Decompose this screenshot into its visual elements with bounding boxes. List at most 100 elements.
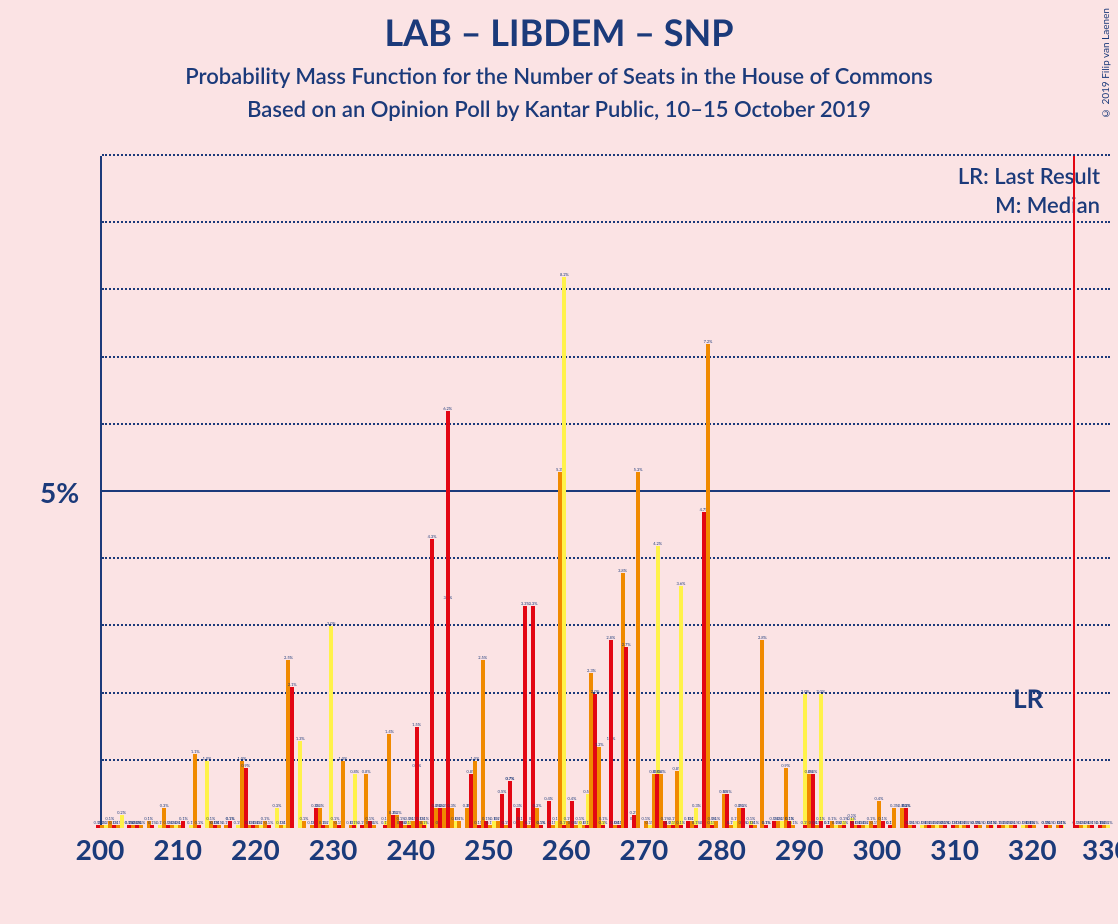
bar-value-label: 0.3% xyxy=(447,803,456,808)
bar-value-label: 2.3% xyxy=(587,668,596,673)
x-tick-label: 320 xyxy=(1008,832,1057,866)
bar-value-label: 1.3% xyxy=(296,736,305,741)
bar-value-label: 0.1% xyxy=(370,820,379,825)
x-tick-label: 260 xyxy=(542,832,591,866)
x-tick-label: 220 xyxy=(231,832,280,866)
subtitle-2: Based on an Opinion Poll by Kantar Publi… xyxy=(0,95,1118,122)
bar-value-label: 3.0% xyxy=(327,621,336,626)
bar: 0.1% xyxy=(881,821,885,828)
bar-value-label: 0.1% xyxy=(711,816,720,821)
copyright-text: © 2019 Filip van Laenen xyxy=(1100,8,1112,119)
bar-value-label: 2.0% xyxy=(591,689,600,694)
bar-value-label: 6.2% xyxy=(443,406,452,411)
x-tick-label: 290 xyxy=(775,832,824,866)
bar-value-label: 2.1% xyxy=(288,682,297,687)
bar: 4.3% xyxy=(430,539,434,828)
bar-value-label: 0.1% xyxy=(750,820,759,825)
bar: 0.1% xyxy=(714,821,718,828)
bar-value-label: 1.4% xyxy=(385,729,394,734)
last-result-line xyxy=(1073,156,1075,828)
x-tick-label: 250 xyxy=(464,832,513,866)
bar: 0.1% xyxy=(302,821,306,828)
bar-value-label: 0.5% xyxy=(498,789,507,794)
chart-area: 5% LR: Last Result M: Median 0.1%0.1%0.1… xyxy=(40,156,1110,868)
bar: 3.6% xyxy=(679,586,683,828)
bar: 2.1% xyxy=(290,687,294,828)
legend-lr: LR: Last Result xyxy=(958,162,1100,189)
grid-line xyxy=(102,288,1110,290)
bar-value-label: 0.3% xyxy=(160,803,169,808)
bar: 6.2% xyxy=(446,411,450,828)
bar-value-label: 1.0% xyxy=(237,756,246,761)
bar: 0.2% xyxy=(120,815,124,828)
bar: 1.0% xyxy=(341,761,345,828)
bar: 1.0% xyxy=(473,761,477,828)
bar-value-label: 1.2% xyxy=(595,742,604,747)
bar: 3.3% xyxy=(531,606,535,828)
bar: 5.3% xyxy=(636,472,640,828)
bar: 2.8% xyxy=(760,640,764,828)
bar: 2.5% xyxy=(481,660,485,828)
x-axis-ticks: 2002102202302402502602702802903003103203… xyxy=(100,828,1110,868)
bar-value-label: 1.0% xyxy=(338,756,347,761)
bar-value-label: 3.3% xyxy=(529,601,538,606)
bar: 0.7% xyxy=(508,781,512,828)
chart-root: © 2019 Filip van Laenen LAB – LIBDEM – S… xyxy=(0,0,1118,924)
bar: 8.2% xyxy=(562,277,566,828)
bar-value-label: 5.3% xyxy=(634,467,643,472)
bar: 0.3% xyxy=(741,808,745,828)
bar-value-label: 2.0% xyxy=(816,689,825,694)
bar: 3.3% xyxy=(523,606,527,828)
bar: 7.2% xyxy=(706,344,710,828)
bar-value-label: 0.1% xyxy=(1030,820,1039,825)
grid-line xyxy=(102,759,1110,761)
bar-value-label: 0.1% xyxy=(420,820,429,825)
bar-value-label: 3.6% xyxy=(677,581,686,586)
titles-block: LAB – LIBDEM – SNP Probability Mass Func… xyxy=(0,0,1118,122)
bar-value-label: 3.8% xyxy=(618,568,627,573)
legend: LR: Last Result M: Median xyxy=(958,162,1100,220)
bar-value-label: 0.1% xyxy=(599,820,608,825)
bar-value-label: 0.1% xyxy=(455,816,464,821)
x-tick-label: 240 xyxy=(386,832,435,866)
bar: 3.0% xyxy=(329,626,333,828)
bar-value-label: 0.1% xyxy=(1104,820,1113,825)
bar-value-label: 0.8% xyxy=(350,769,359,774)
bar: 1.3% xyxy=(298,741,302,828)
bar: 2.0% xyxy=(819,694,823,828)
bar-value-label: 0.1% xyxy=(195,820,204,825)
grid-line xyxy=(102,221,1110,223)
bar-value-label: 0.8% xyxy=(808,769,817,774)
bar-value-label: 1.5% xyxy=(412,722,421,727)
bar: 0.1% xyxy=(228,821,232,828)
bar-value-label: 0.3% xyxy=(738,803,747,808)
bar-value-label: 0.9% xyxy=(241,763,250,768)
grid-line xyxy=(102,490,1110,492)
bar-value-label: 2.8% xyxy=(758,635,767,640)
bar: 2.8% xyxy=(609,640,613,828)
bar: 1.5% xyxy=(415,727,419,828)
bar-value-label: 0.9% xyxy=(781,763,790,768)
bar: 0.1% xyxy=(819,821,823,828)
bar-value-label: 7.2% xyxy=(704,339,713,344)
bar-value-label: 2.5% xyxy=(478,655,487,660)
bar-value-label: 0.3% xyxy=(273,803,282,808)
grid-line xyxy=(102,624,1110,626)
bar: 1.1% xyxy=(193,754,197,828)
bar-value-label: 0.3% xyxy=(533,803,542,808)
bar-value-label: 1.0% xyxy=(471,756,480,761)
bar-value-label: 0.1% xyxy=(536,820,545,825)
bar-value-label: 1.0% xyxy=(203,756,212,761)
main-title: LAB – LIBDEM – SNP xyxy=(0,10,1118,54)
grid-line xyxy=(102,423,1110,425)
bar-value-label: 0.7% xyxy=(505,776,514,781)
bar-value-label: 2.5% xyxy=(284,655,293,660)
legend-m: M: Median xyxy=(958,191,1100,218)
x-tick-label: 280 xyxy=(697,832,746,866)
grid-line xyxy=(102,154,1110,156)
bar-value-label: 4.3% xyxy=(428,534,437,539)
grid-line xyxy=(102,692,1110,694)
bar-value-label: 0.4% xyxy=(875,796,884,801)
bar-value-label: 0.4% xyxy=(544,796,553,801)
bar-value-label: 8.2% xyxy=(560,272,569,277)
